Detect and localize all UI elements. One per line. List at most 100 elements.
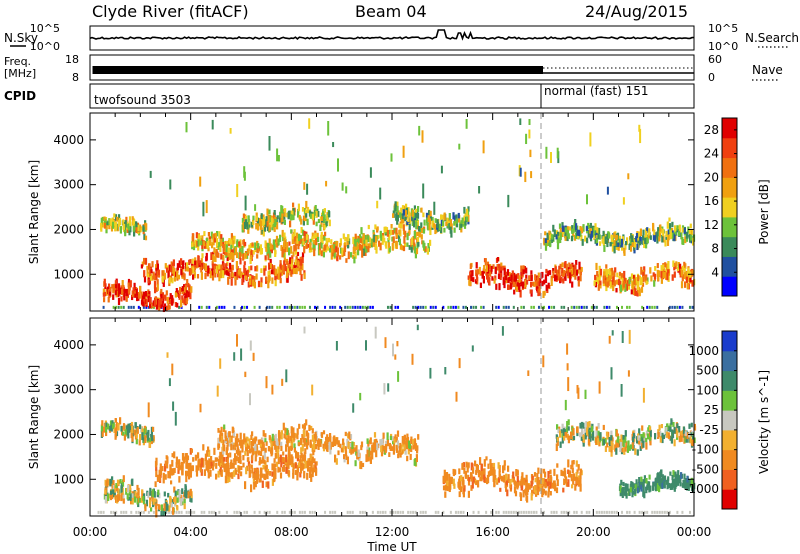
data-cell [227, 247, 230, 254]
data-cell [167, 270, 170, 279]
data-cell [571, 229, 574, 235]
data-cell [308, 470, 312, 478]
data-cell [483, 474, 486, 483]
data-cell [237, 473, 240, 480]
ground-scatter-cell [301, 305, 304, 309]
data-cell [159, 463, 162, 470]
data-cell [366, 438, 369, 444]
data-cell [187, 282, 190, 288]
data-cell [675, 476, 678, 483]
data-cell [622, 439, 625, 448]
data-cell [407, 215, 410, 223]
data-cell [303, 455, 307, 463]
data-cell [287, 461, 290, 469]
data-cell [130, 433, 133, 439]
data-cell [292, 268, 295, 275]
data-cell [649, 235, 652, 240]
data-cell [660, 469, 663, 476]
ground-scatter-cell [543, 510, 545, 514]
data-cell [131, 294, 134, 301]
sparse-echo-cell [236, 334, 238, 347]
data-cell [190, 268, 193, 275]
data-cell [299, 472, 302, 478]
data-cell [308, 210, 312, 217]
data-cell [482, 276, 485, 284]
data-cell [513, 275, 516, 282]
data-cell [301, 434, 304, 440]
ground-scatter-cell [595, 305, 598, 309]
data-cell [212, 251, 215, 256]
data-cell [141, 490, 144, 499]
data-cell [105, 431, 108, 437]
data-cell [294, 259, 297, 266]
data-cell [121, 479, 125, 487]
data-cell [587, 438, 590, 446]
ground-scatter-cell [563, 510, 566, 514]
data-cell [479, 476, 482, 482]
data-cell [251, 275, 254, 282]
data-cell [295, 450, 298, 459]
data-cell [220, 253, 223, 260]
data-cell [379, 439, 382, 446]
data-cell [553, 480, 556, 486]
data-cell [395, 241, 398, 250]
data-cell [155, 302, 158, 310]
data-cell [521, 268, 524, 276]
nave-tick-top: 60 [708, 53, 722, 66]
sparse-echo-cell [458, 358, 461, 369]
data-cell [213, 265, 216, 274]
data-cell [690, 270, 693, 275]
data-cell [355, 450, 358, 456]
data-cell [191, 242, 194, 248]
data-cell [329, 248, 332, 253]
sparse-echo-cell [422, 183, 425, 199]
data-cell [452, 212, 455, 220]
data-cell [620, 479, 623, 486]
data-cell [223, 467, 226, 473]
data-cell [179, 286, 182, 295]
data-cell [258, 457, 262, 462]
data-cell [222, 254, 225, 262]
data-cell [453, 483, 456, 489]
data-cell [224, 430, 227, 439]
data-cell [414, 212, 418, 219]
data-cell [171, 300, 174, 306]
data-cell [501, 476, 504, 482]
ground-scatter-cell [303, 305, 306, 309]
data-cell [472, 277, 475, 283]
sparse-echo-cell [411, 353, 414, 365]
data-cell [147, 492, 150, 499]
data-cell [140, 426, 143, 433]
ground-scatter-cell [276, 305, 279, 309]
data-cell [579, 273, 582, 282]
data-cell [577, 464, 580, 471]
data-cell [208, 465, 211, 470]
data-cell [189, 488, 192, 497]
data-cell [267, 280, 270, 289]
data-cell [663, 475, 667, 482]
data-cell [226, 444, 229, 451]
data-cell [564, 429, 567, 435]
data-cell [686, 432, 689, 440]
data-cell [251, 431, 254, 437]
data-cell [656, 478, 659, 483]
data-cell [249, 257, 252, 264]
data-cell [594, 223, 597, 231]
data-cell [403, 435, 406, 440]
data-cell [163, 491, 166, 497]
ground-scatter-cell [97, 510, 100, 514]
data-cell [265, 216, 268, 223]
sparse-echo-cell [608, 335, 611, 344]
data-cell [189, 465, 192, 471]
data-cell [693, 437, 696, 444]
data-cell [297, 243, 300, 250]
data-cell [561, 267, 564, 274]
data-cell [514, 275, 517, 282]
data-cell [538, 291, 541, 296]
data-cell [300, 273, 303, 281]
data-cell [344, 446, 347, 451]
data-cell [219, 434, 222, 442]
ground-scatter-cell [412, 510, 415, 514]
data-cell [230, 233, 233, 238]
ground-scatter-cell [507, 510, 510, 514]
